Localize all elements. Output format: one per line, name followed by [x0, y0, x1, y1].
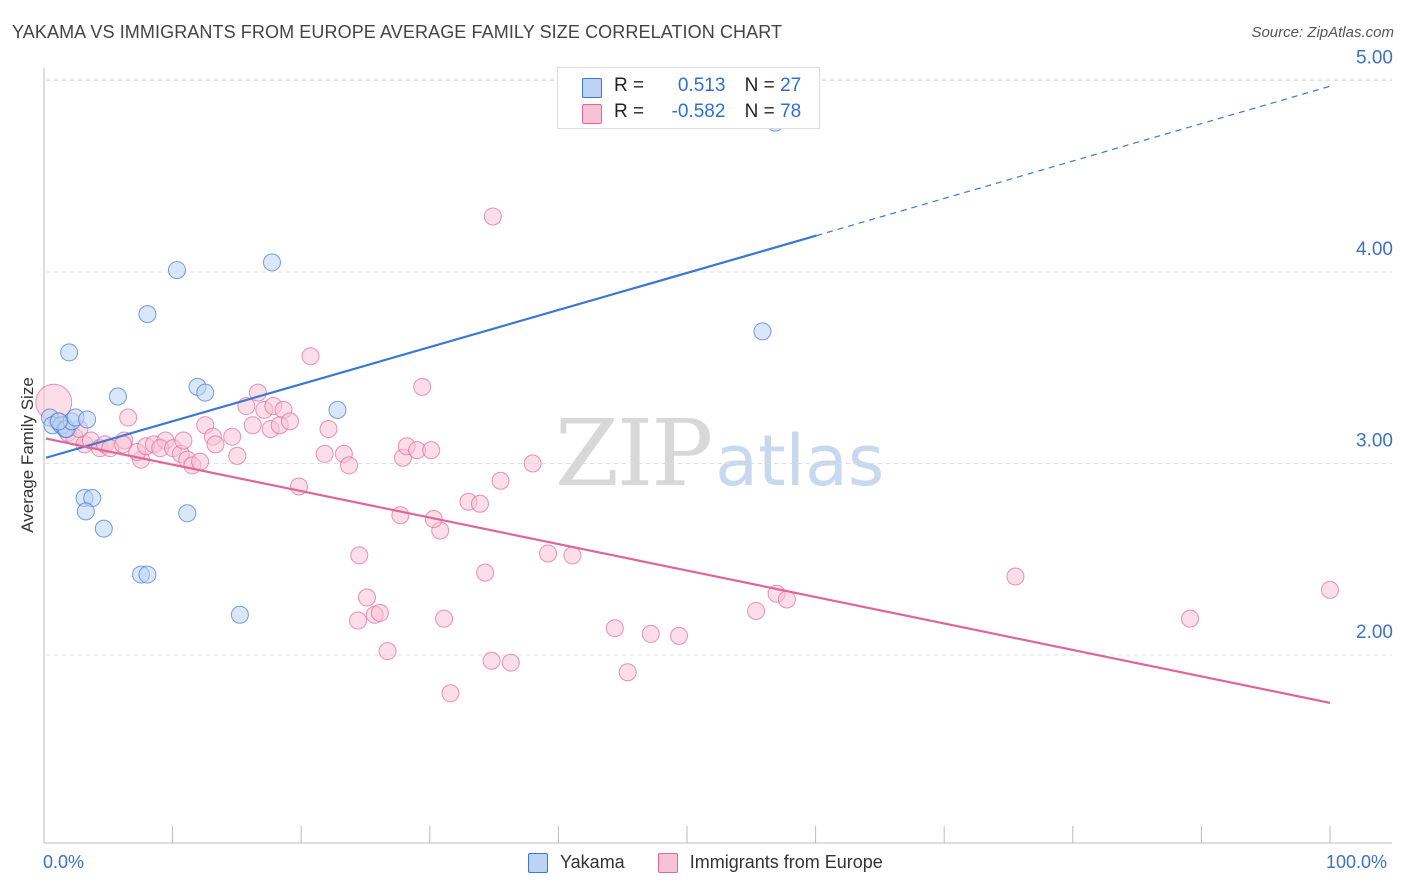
- series-legend: Yakama Immigrants from Europe: [528, 852, 911, 876]
- legend-stats-europe: R = -0.582 N = 78: [614, 101, 801, 123]
- point-yakama: [167, 261, 186, 280]
- point-yakama: [753, 322, 772, 341]
- point-europe: [174, 431, 193, 450]
- point-yakama: [138, 305, 157, 324]
- point-europe: [641, 624, 660, 643]
- trend-line-europe: [45, 437, 1331, 704]
- legend-item-yakama: Yakama: [528, 852, 625, 873]
- point-europe: [340, 456, 359, 475]
- point-europe: [370, 603, 389, 622]
- legend-label-yakama: Yakama: [560, 852, 625, 872]
- y-tick-label: 3.00: [1356, 431, 1393, 452]
- point-europe: [483, 207, 502, 226]
- x-tick-label-max: 100.0%: [1326, 852, 1388, 872]
- point-europe: [349, 611, 368, 630]
- correlation-legend: R = 0.513 N = 27 R = -0.582 N = 78: [557, 67, 820, 129]
- x-tick-label-min: 0.0%: [43, 852, 85, 872]
- legend-swatch-pink: [582, 104, 602, 124]
- point-europe: [501, 653, 520, 672]
- n-label: N =: [744, 75, 775, 96]
- legend-swatch-yakama: [528, 853, 548, 873]
- point-yakama: [94, 519, 113, 538]
- point-europe: [1321, 580, 1339, 599]
- point-europe: [523, 454, 542, 473]
- trend-lines: [45, 85, 1331, 704]
- grid-lines: [46, 78, 1392, 656]
- point-europe: [618, 663, 637, 682]
- point-yakama: [78, 410, 97, 429]
- watermark-atlas: atlas: [715, 420, 885, 502]
- legend-swatch-europe: [657, 853, 678, 873]
- watermark: ZIPatlas: [555, 400, 884, 507]
- y-tick-label: 4.00: [1356, 239, 1393, 260]
- point-yakama: [49, 412, 68, 431]
- point-yakama: [196, 383, 215, 402]
- watermark-zip: ZIP: [555, 400, 713, 507]
- point-europe: [563, 546, 582, 565]
- point-europe: [605, 619, 624, 638]
- point-europe: [350, 546, 369, 565]
- y-tick-labels: 2.00 3.00 4.00 5.00: [1356, 48, 1393, 644]
- point-europe: [206, 435, 225, 454]
- point-europe: [1006, 567, 1025, 586]
- point-europe: [301, 347, 320, 366]
- legend-item-europe: Immigrants from Europe: [657, 852, 883, 873]
- point-europe: [539, 544, 558, 563]
- point-europe: [747, 601, 766, 620]
- point-europe: [441, 684, 460, 703]
- series-immigrants-from-europe: [35, 207, 1339, 703]
- n-label: N =: [744, 101, 775, 122]
- point-europe: [191, 452, 210, 471]
- point-europe: [223, 427, 242, 446]
- y-axis-label: Average Family Size: [18, 377, 37, 533]
- point-europe: [777, 590, 796, 609]
- point-europe: [1181, 609, 1200, 628]
- n-value: 78: [780, 101, 802, 122]
- trend-line-yakama: [45, 234, 817, 459]
- point-yakama: [138, 565, 157, 584]
- r-value: 0.513: [677, 75, 726, 96]
- point-europe: [119, 408, 138, 427]
- point-europe: [470, 494, 489, 513]
- chart-title: YAKAMA VS IMMIGRANTS FROM EUROPE AVERAGE…: [12, 22, 783, 42]
- point-yakama: [108, 387, 127, 406]
- trend-line-yakama-extrapolated: [816, 85, 1331, 237]
- point-europe: [670, 626, 689, 645]
- point-europe: [476, 563, 495, 582]
- y-tick-label: 5.00: [1356, 48, 1393, 69]
- point-yakama: [262, 253, 281, 272]
- point-yakama: [230, 605, 249, 624]
- point-europe: [482, 651, 501, 670]
- point-yakama: [76, 502, 95, 521]
- n-value: 27: [780, 75, 802, 96]
- point-europe: [315, 444, 334, 463]
- point-yakama: [328, 400, 347, 419]
- source-credit: Source: ZipAtlas.com: [1251, 24, 1394, 41]
- point-europe: [280, 412, 299, 431]
- r-label: R =: [614, 75, 645, 96]
- point-europe: [435, 609, 454, 628]
- point-europe: [422, 441, 441, 460]
- point-europe: [319, 420, 338, 439]
- point-yakama: [60, 343, 79, 362]
- point-europe: [491, 471, 510, 490]
- legend-label-europe: Immigrants from Europe: [689, 852, 883, 872]
- point-europe: [378, 642, 397, 661]
- legend-swatch-blue: [582, 78, 602, 98]
- point-europe: [228, 446, 247, 465]
- axes: [43, 68, 1392, 844]
- r-label: R =: [614, 101, 645, 122]
- point-europe: [243, 416, 262, 435]
- series-yakama: [40, 113, 785, 624]
- r-value: -0.582: [671, 101, 726, 122]
- legend-stats-yakama: R = 0.513 N = 27: [614, 75, 801, 97]
- y-tick-label: 2.00: [1356, 622, 1393, 643]
- point-europe: [413, 377, 432, 396]
- point-europe: [358, 588, 376, 607]
- point-yakama: [178, 504, 197, 523]
